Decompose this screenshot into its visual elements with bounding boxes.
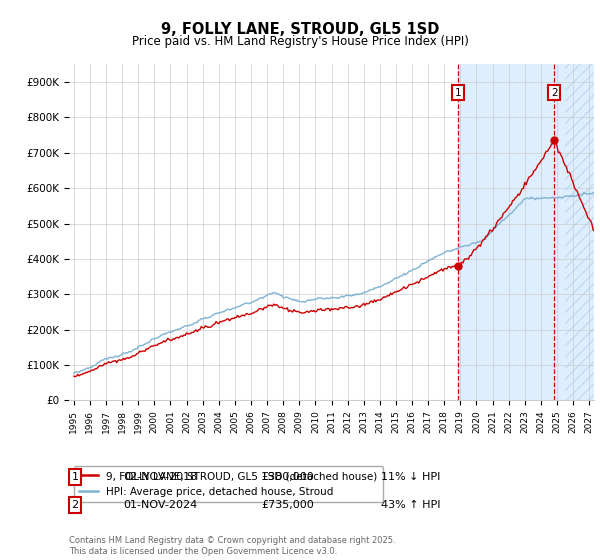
Text: 9, FOLLY LANE, STROUD, GL5 1SD: 9, FOLLY LANE, STROUD, GL5 1SD <box>161 22 439 38</box>
Text: 02-NOV-2018: 02-NOV-2018 <box>123 472 197 482</box>
Text: Price paid vs. HM Land Registry's House Price Index (HPI): Price paid vs. HM Land Registry's House … <box>131 35 469 48</box>
Bar <box>565 64 594 400</box>
Text: £735,000: £735,000 <box>261 500 314 510</box>
Text: 1: 1 <box>71 472 79 482</box>
Text: 2: 2 <box>71 500 79 510</box>
Legend: 9, FOLLY LANE, STROUD, GL5 1SD (detached house), HPI: Average price, detached ho: 9, FOLLY LANE, STROUD, GL5 1SD (detached… <box>74 466 383 502</box>
Text: 01-NOV-2024: 01-NOV-2024 <box>123 500 197 510</box>
Text: 2: 2 <box>551 88 557 97</box>
Bar <box>458 64 594 400</box>
Text: 1: 1 <box>454 88 461 97</box>
Text: Contains HM Land Registry data © Crown copyright and database right 2025.
This d: Contains HM Land Registry data © Crown c… <box>69 536 395 556</box>
Text: £380,000: £380,000 <box>261 472 314 482</box>
Text: 11% ↓ HPI: 11% ↓ HPI <box>381 472 440 482</box>
Bar <box>565 64 594 400</box>
Text: 43% ↑ HPI: 43% ↑ HPI <box>381 500 440 510</box>
